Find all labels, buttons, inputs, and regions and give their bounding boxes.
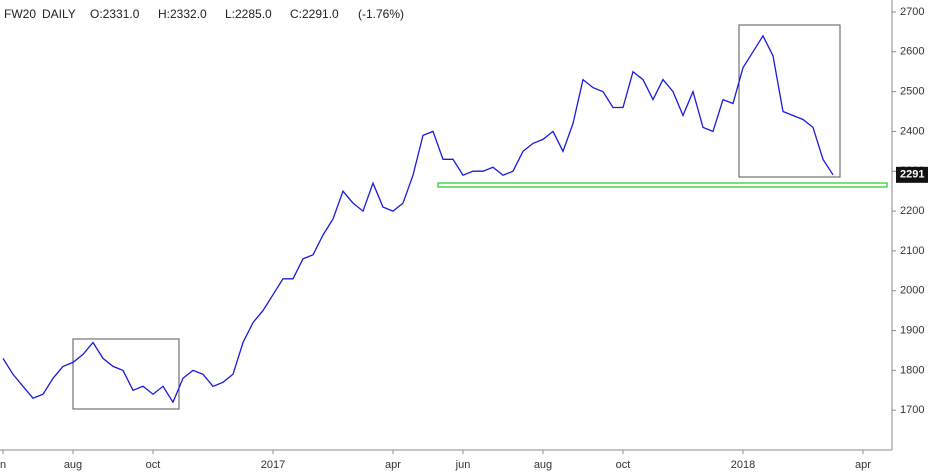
x-tick-label: oct [146,459,161,471]
y-tick-label: 2500 [900,85,924,97]
y-tick-label: 2700 [900,6,924,18]
x-tick-label: 2018 [731,459,755,471]
open-label: O:2331.0 [90,7,140,21]
low-label: L:2285.0 [225,7,272,21]
x-tick-label: apr [385,459,401,471]
change-label: (-1.76%) [358,7,404,21]
close-label: C:2291.0 [290,7,339,21]
y-tick-label: 2000 [900,285,924,297]
y-tick-label: 1700 [900,404,924,416]
x-tick-label: aug [64,459,82,471]
annotation-box [72,338,180,410]
price-line [2,34,834,404]
high-label: H:2332.0 [158,7,207,21]
y-tick-label: 2600 [900,46,924,58]
last-price-box [896,166,928,183]
x-tick-label: n [0,459,6,471]
y-tick-label: 2200 [900,205,924,217]
x-tick-label: 2017 [261,459,285,471]
x-tick-label: apr [855,459,871,471]
annotation-box [738,24,841,178]
x-tick-label: jun [455,459,471,471]
last-price-label: 2291 [900,169,924,181]
y-tick-label: 1800 [900,364,924,376]
y-tick-label: 1900 [900,324,924,336]
x-tick-label: aug [534,459,552,471]
support-zone [437,182,888,188]
interval: DAILY [42,7,76,21]
symbol: FW20 [4,7,36,21]
y-tick-label: 2400 [900,125,924,137]
y-tick-label: 2100 [900,245,924,257]
x-tick-label: oct [616,459,631,471]
